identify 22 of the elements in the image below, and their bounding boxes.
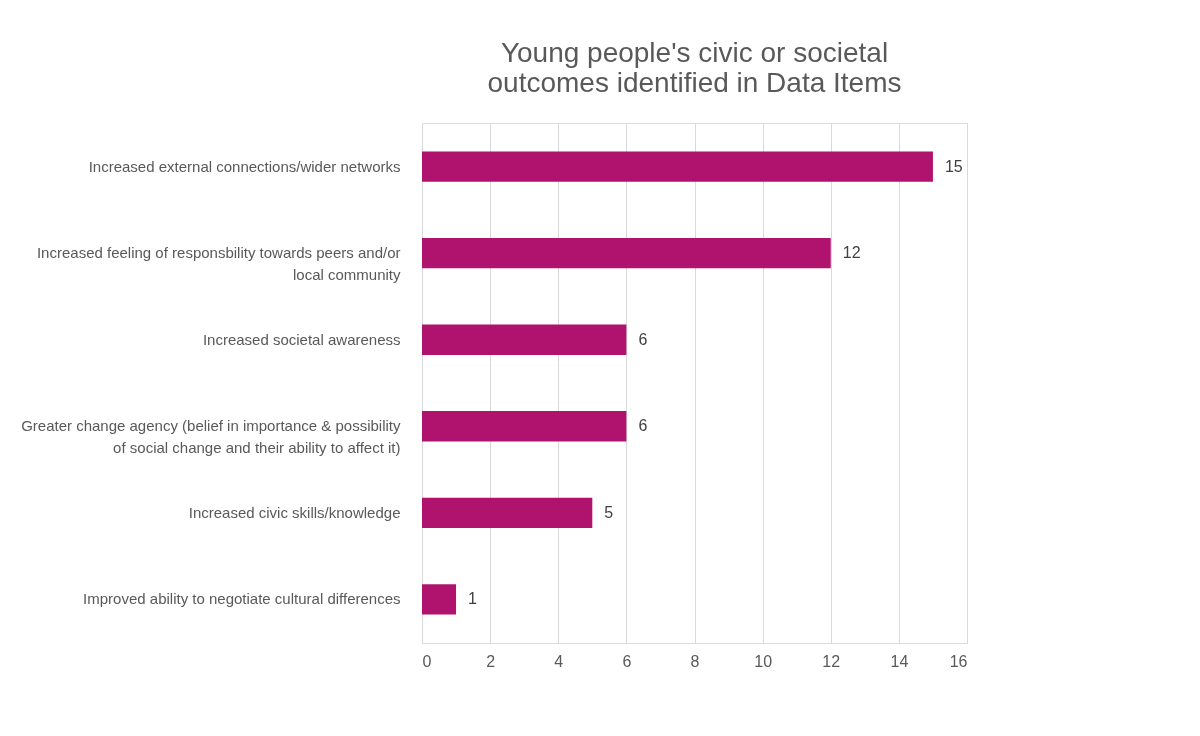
x-tick-label: 8 <box>690 652 700 670</box>
data-label: 5 <box>604 503 614 521</box>
x-tick-label: 12 <box>822 652 841 670</box>
x-tick-label: 2 <box>486 652 496 670</box>
x-tick-label: 10 <box>754 652 773 670</box>
y-tick-label: Increased external connections/wider networks <box>88 157 401 175</box>
data-label: 6 <box>638 330 648 348</box>
x-tick-label: 16 <box>949 652 968 670</box>
y-tick-label: Increased societal awareness <box>202 330 401 348</box>
x-tick-label: 4 <box>554 652 564 670</box>
y-tick-label: Increased civic skills/knowledge <box>188 503 401 521</box>
data-label: 6 <box>638 417 648 435</box>
x-tick-label: 14 <box>890 652 909 670</box>
data-label: 15 <box>944 157 963 175</box>
data-label: 12 <box>842 244 861 262</box>
x-tick-label: 0 <box>422 652 432 670</box>
chart-title: Young people's civic or societal outcomes identified in Data Items <box>487 37 902 98</box>
y-tick-label: Greater change agency (belief in importance & possibility of social change and their ability to affect it) <box>21 417 401 457</box>
y-tick-label: Improved ability to negotiate cultural differences <box>83 590 401 608</box>
x-tick-label: 6 <box>622 652 632 670</box>
data-label: 1 <box>468 590 478 608</box>
y-tick-label: Increased feeling of responsbility towards peers and/or local community <box>36 244 401 284</box>
